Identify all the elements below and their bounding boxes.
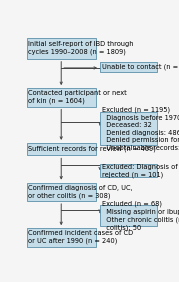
Text: Initial self-report of IBD through
cycles 1990–2008 (n = 1809): Initial self-report of IBD through cycle… xyxy=(28,41,134,56)
FancyBboxPatch shape xyxy=(26,143,96,155)
FancyBboxPatch shape xyxy=(100,113,157,145)
FancyBboxPatch shape xyxy=(100,164,157,177)
FancyBboxPatch shape xyxy=(26,38,96,59)
Text: Excluded: Diagnosis of chronic colitis
rejected (n = 101): Excluded: Diagnosis of chronic colitis r… xyxy=(102,164,179,178)
FancyBboxPatch shape xyxy=(100,62,157,72)
Text: Sufficient records for review (n = 409): Sufficient records for review (n = 409) xyxy=(28,146,156,152)
Text: Excluded (n = 68)
  Missing aspirin or ibuprofen use: 18
  Other chronic colitis: Excluded (n = 68) Missing aspirin or ibu… xyxy=(102,201,179,231)
Text: Contacted participant or next
of kin (n = 1604): Contacted participant or next of kin (n … xyxy=(28,90,127,104)
FancyBboxPatch shape xyxy=(26,88,96,107)
FancyBboxPatch shape xyxy=(26,182,96,201)
FancyBboxPatch shape xyxy=(26,228,96,247)
FancyBboxPatch shape xyxy=(100,205,157,226)
Text: Confirmed incident cases of CD
or UC after 1990 (n = 240): Confirmed incident cases of CD or UC aft… xyxy=(28,230,133,244)
Text: Unable to contact (n = 205): Unable to contact (n = 205) xyxy=(102,64,179,70)
Text: Excluded (n = 1195)
  Diagnosis before 1970: 246
  Deceased: 32
  Denied diagnos: Excluded (n = 1195) Diagnosis before 197… xyxy=(102,107,179,151)
Text: Confirmed diagnosis of CD, UC,
or other colitis (n = 308): Confirmed diagnosis of CD, UC, or other … xyxy=(28,185,133,199)
